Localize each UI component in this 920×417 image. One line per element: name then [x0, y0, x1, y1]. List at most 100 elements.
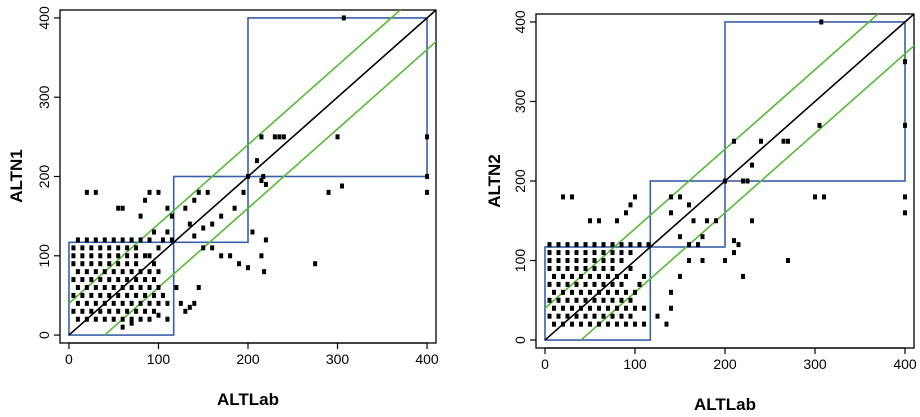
data-point	[93, 285, 98, 290]
data-point	[601, 242, 606, 248]
data-point	[619, 242, 624, 248]
y-tick-label: 300	[512, 90, 528, 114]
data-point	[210, 245, 215, 251]
data-point	[89, 245, 94, 251]
data-point	[592, 250, 597, 256]
x-tick-label: 0	[65, 351, 73, 367]
data-point	[263, 181, 268, 187]
data-point	[259, 253, 264, 259]
data-point	[147, 253, 152, 259]
data-point	[574, 258, 579, 264]
data-point	[619, 250, 624, 256]
data-point	[633, 305, 637, 311]
data-point	[102, 285, 107, 290]
data-point	[723, 258, 727, 264]
data-point	[425, 189, 430, 195]
data-point	[84, 285, 89, 290]
data-point	[903, 194, 907, 200]
data-point	[75, 285, 80, 290]
data-point	[714, 218, 718, 224]
x-tick-label: 100	[623, 356, 647, 372]
data-point	[143, 277, 148, 283]
data-point	[107, 253, 112, 259]
data-point	[570, 289, 574, 295]
data-point	[583, 258, 588, 264]
data-point	[263, 237, 268, 243]
data-point	[71, 253, 76, 259]
data-point	[687, 242, 691, 248]
data-point	[116, 205, 121, 211]
data-point	[610, 313, 615, 319]
data-point	[610, 281, 615, 287]
lower-band-line	[580, 44, 914, 341]
data-point	[120, 237, 125, 243]
data-point	[165, 316, 170, 322]
data-point	[624, 321, 628, 327]
data-point	[102, 269, 107, 275]
data-point	[574, 313, 579, 319]
y-tick-label: 400	[512, 10, 528, 34]
data-point	[152, 277, 156, 283]
data-point	[277, 134, 282, 140]
data-point	[89, 261, 94, 267]
upper-band-line	[544, 14, 880, 309]
data-point	[259, 177, 264, 183]
region-box-2	[247, 17, 428, 178]
data-point	[80, 261, 85, 267]
data-point	[615, 273, 619, 279]
data-point	[75, 269, 80, 275]
data-point	[125, 253, 130, 259]
data-point	[201, 225, 206, 231]
data-point	[120, 316, 125, 322]
identity-line	[68, 10, 436, 336]
data-point	[246, 174, 250, 179]
data-point	[125, 292, 130, 298]
data-point	[250, 229, 255, 235]
data-point	[111, 285, 116, 290]
x-axis: 0 100 200 300 400	[65, 342, 439, 367]
data-point	[125, 245, 130, 251]
data-point	[732, 238, 736, 244]
data-point	[759, 138, 763, 144]
data-point	[628, 297, 633, 303]
data-point	[93, 189, 98, 195]
data-point	[556, 297, 561, 303]
data-point	[125, 277, 130, 283]
data-point	[262, 269, 267, 275]
data-point	[219, 213, 224, 219]
data-point	[592, 265, 597, 271]
data-point	[89, 292, 94, 298]
data-point	[597, 289, 601, 295]
data-point	[89, 253, 94, 259]
data-point	[592, 258, 597, 264]
data-point	[120, 205, 125, 211]
data-point	[116, 292, 121, 298]
data-point	[147, 237, 152, 243]
data-point	[80, 253, 85, 259]
data-point	[822, 194, 826, 200]
data-point	[341, 15, 346, 21]
data-point	[192, 300, 197, 306]
data-point	[138, 285, 143, 290]
data-point	[80, 277, 85, 283]
data-point	[606, 289, 610, 295]
y-axis-title: ALTN1	[7, 149, 26, 203]
data-point	[134, 277, 139, 283]
data-point	[160, 292, 165, 298]
data-point	[425, 174, 430, 179]
data-point	[903, 59, 907, 65]
data-point	[71, 308, 76, 314]
data-point	[817, 122, 822, 128]
data-point	[98, 245, 103, 251]
data-point	[606, 321, 610, 327]
y-axis: 0 100 200 300 400	[512, 10, 536, 344]
data-point	[84, 316, 89, 322]
reference-lines	[68, 10, 436, 336]
data-point	[340, 183, 344, 189]
data-point	[313, 261, 318, 267]
data-point	[134, 308, 139, 314]
data-point	[601, 281, 606, 287]
data-point	[736, 242, 741, 248]
data-point	[134, 292, 139, 298]
